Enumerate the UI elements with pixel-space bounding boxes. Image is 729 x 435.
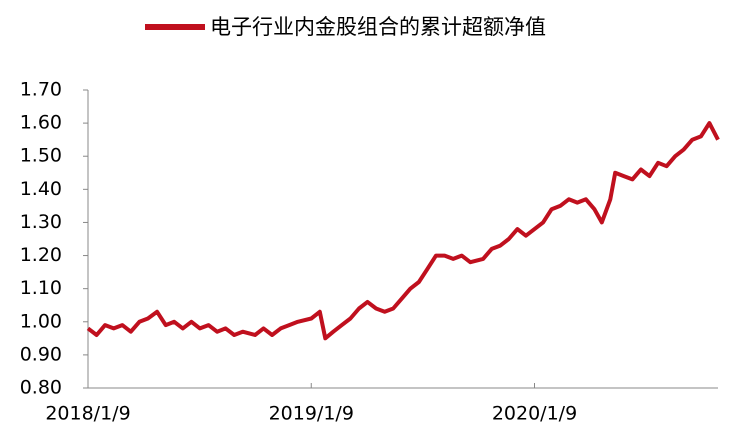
y-tick-label: 1.50 [20, 145, 62, 167]
legend-label: 电子行业内金股组合的累计超额净值 [210, 15, 546, 39]
x-tick-label: 2019/1/9 [269, 403, 354, 425]
y-tick-label: 1.70 [20, 79, 62, 101]
y-tick-label: 1.40 [20, 178, 62, 200]
y-tick-label: 1.10 [20, 277, 62, 299]
y-tick-label: 1.00 [20, 310, 62, 332]
y-tick-label: 1.20 [20, 244, 62, 266]
series-line [86, 121, 720, 341]
y-tick-label: 0.80 [20, 377, 62, 399]
x-tick-label: 2020/1/9 [492, 403, 577, 425]
x-tick-label: 2018/1/9 [45, 403, 130, 425]
y-tick-label: 1.30 [20, 211, 62, 233]
y-tick-label: 1.60 [20, 112, 62, 134]
y-tick-label: 0.90 [20, 343, 62, 365]
